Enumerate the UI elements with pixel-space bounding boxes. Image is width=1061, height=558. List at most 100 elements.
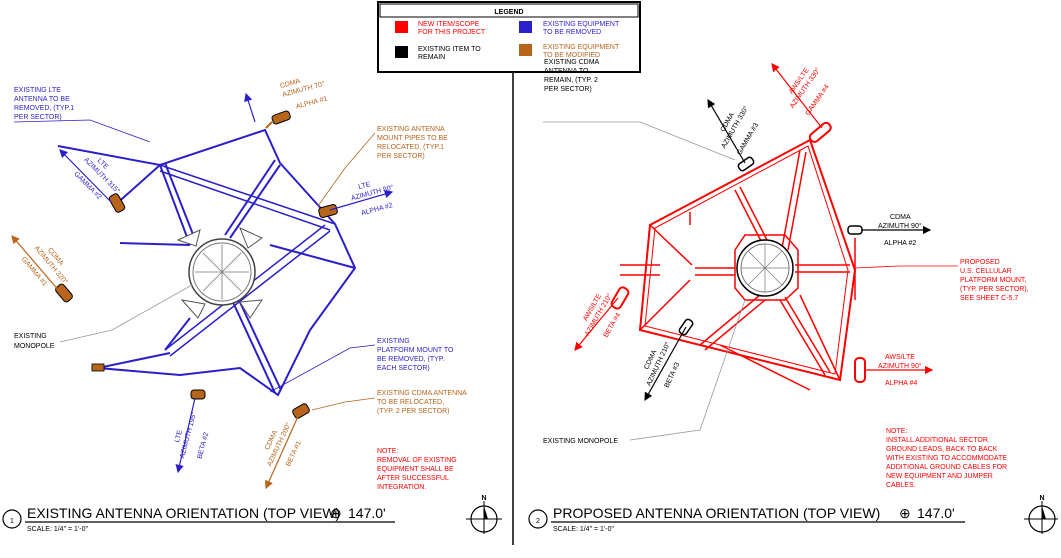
left-elevation: 147.0' <box>348 505 386 521</box>
arrow-gamma-2 <box>59 149 113 204</box>
svg-text:TO BE MODIFIED: TO BE MODIFIED <box>543 52 600 59</box>
leader-proposed-platform <box>854 265 958 269</box>
legend-swatch-modified <box>519 44 532 56</box>
ground-note-l7: CABLES. <box>886 482 916 489</box>
proposed-platform-l1: PROPOSED <box>960 259 1000 266</box>
cdma-beta-l3: BETA #1 <box>285 440 303 468</box>
north-label-right: N <box>1039 495 1044 502</box>
arrow-alpha-1 <box>244 92 256 123</box>
removal-note-l5: INTEGRATION. <box>377 484 426 491</box>
left-view-title: EXISTING ANTENNA ORIENTATION (TOP VIEW) <box>27 505 340 521</box>
proposed-monopole <box>734 234 799 301</box>
arrow-aws-gamma <box>771 63 823 129</box>
lte-note-l4: PER SECTOR) <box>14 114 62 121</box>
svg-text:REMAIN: REMAIN <box>418 54 445 61</box>
ground-note-l4: WITH EXISTING TO ACCOMMODATE <box>886 455 1007 462</box>
r-cdma-alpha-l3: ALPHA #2 <box>884 240 916 247</box>
lte-beta-l1: LTE <box>174 429 184 443</box>
pipes-note-l3: RELOCATED, (TYP.1 <box>377 144 444 151</box>
leader-cdma-remain <box>543 121 736 161</box>
proposed-platform-mount <box>620 138 857 391</box>
legend-new-l1: NEW ITEM/SCOPE <box>418 21 480 28</box>
legend-title: LEGEND <box>494 9 523 16</box>
legend-modified-l1: EXISTING EQUIPMENT <box>543 44 620 51</box>
legend-modified-l2: TO BE MODIFIED <box>543 52 600 59</box>
legend-remain-l1: EXISTING ITEM TO <box>418 46 481 53</box>
r-aws-beta-l3: BETA #4 <box>603 312 623 339</box>
legend-removed-l1: EXISTING EQUIPMENT <box>543 21 620 28</box>
svg-text:FOR THIS PROJECT: FOR THIS PROJECT <box>418 29 486 36</box>
cdma-remain-l3: REMAIN, (TYP. 2 <box>544 77 598 84</box>
right-elevation-symbol: ⊕ <box>899 505 911 521</box>
view-number-2: 2 <box>536 518 540 525</box>
leader-cdma-relocated <box>311 397 376 411</box>
pipes-note-l4: PER SECTOR) <box>377 153 425 160</box>
ground-note-l3: GROUND LEADS, BACK TO BACK <box>886 446 998 453</box>
antenna-lte-alpha-2 <box>318 204 338 218</box>
right-view-title: PROPOSED ANTENNA ORIENTATION (TOP VIEW) <box>553 505 880 521</box>
antenna-cdma-gamma-3 <box>737 156 755 172</box>
leader-platform <box>269 344 376 393</box>
removal-note-l4: AFTER SUCCESSFUL <box>377 475 449 482</box>
lte-note-l3: REMOVED, (TYP.1 <box>14 105 74 112</box>
right-scale: SCALE: 1/4" = 1'-0" <box>553 526 614 533</box>
proposed-platform-l4: (TYP. PER SECTOR), <box>960 286 1029 293</box>
right-elevation: 147.0' <box>917 505 955 521</box>
ground-note-l1: NOTE: <box>886 428 907 435</box>
antenna-cdma-alpha-1 <box>265 110 291 129</box>
left-title-block: 1 EXISTING ANTENNA ORIENTATION (TOP VIEW… <box>2 505 395 533</box>
existing-platform-mount <box>57 128 357 397</box>
antenna-lte-beta-2 <box>190 389 206 400</box>
r-cdma-alpha-l2: AZIMUTH 90° <box>878 222 922 230</box>
arrow-cdma-beta <box>644 326 687 402</box>
cdma-alpha-l3: ALPHA #1 <box>295 96 328 111</box>
proposed-platform-l5: SEE SHEET C-5.7 <box>960 295 1018 302</box>
cdma-remain-l2: ANTENNA TO <box>544 68 589 75</box>
platform-note-l1: EXISTING <box>377 338 410 345</box>
antenna-aws-gamma-4 <box>808 121 832 143</box>
platform-note-l3: BE REMOVED, (TYP. <box>377 356 445 363</box>
arrow-beta-2 <box>175 397 196 474</box>
removal-note-l3: EQUIPMENT SHALL BE <box>377 466 454 473</box>
cdma-remain-l1: EXISTING CDMA <box>544 59 600 66</box>
lte-alpha-l3: ALPHA #2 <box>361 202 394 217</box>
antenna-lte-gamma-2 <box>108 193 126 213</box>
r-aws-alpha-l2: AZIMUTH 90° <box>878 362 922 370</box>
arrow-aws-beta <box>574 297 619 351</box>
removal-note-l1: NOTE: <box>377 448 398 455</box>
north-arrow-right: N <box>1024 495 1058 534</box>
leader-pipes-relocated <box>317 132 376 207</box>
pipes-note-l1: EXISTING ANTENNA <box>377 126 445 133</box>
north-arrow-left: N <box>466 495 502 534</box>
r-cdma-beta-l3: BETA #3 <box>664 361 682 389</box>
antenna-existing-small <box>91 363 105 372</box>
monopole-note-l2: MONOPOLE <box>14 343 55 350</box>
leader-proposed-monopole <box>629 299 746 441</box>
r-cdma-alpha-l1: CDMA <box>890 214 911 221</box>
legend-swatch-remain <box>395 46 408 58</box>
legend-removed-l2: TO BE REMOVED <box>543 29 601 36</box>
platform-note-l4: EACH SECTOR) <box>377 365 430 372</box>
leader-lte-removed <box>13 119 151 143</box>
antenna-cdma-gamma-1 <box>55 283 73 303</box>
removal-note-l2: REMOVAL OF EXISTING <box>377 457 457 464</box>
legend-swatch-removed <box>519 21 532 33</box>
antenna-aws-alpha-4 <box>854 357 866 383</box>
ground-note-l5: ADDITIONAL GROUND CABLES FOR <box>886 464 1007 471</box>
legend-swatch-new <box>395 21 408 33</box>
lte-note-l2: ANTENNA TO BE <box>14 96 70 103</box>
north-label-left: N <box>481 495 486 502</box>
leader-monopole <box>59 284 193 343</box>
legend-new-l2: FOR THIS PROJECT <box>418 29 486 36</box>
arrow-gamma-1 <box>11 235 61 293</box>
antenna-cdma-alpha-2 <box>847 225 863 235</box>
antenna-aws-beta-4 <box>610 286 630 310</box>
existing-monopole <box>176 227 263 319</box>
antenna-cdma-beta-1 <box>292 403 310 419</box>
cdma-note-l3: (TYP. 2 PER SECTOR) <box>377 408 449 415</box>
legend-remain-l2: REMAIN <box>418 54 445 61</box>
cdma-note-l1: EXISTING CDMA ANTENNA <box>377 390 467 397</box>
svg-text:EXISTING EQUIPMENT: EXISTING EQUIPMENT <box>543 21 620 28</box>
svg-text:EXISTING ITEM TO: EXISTING ITEM TO <box>418 46 481 53</box>
cdma-note-l2: TO BE RELOCATED, <box>377 399 444 406</box>
